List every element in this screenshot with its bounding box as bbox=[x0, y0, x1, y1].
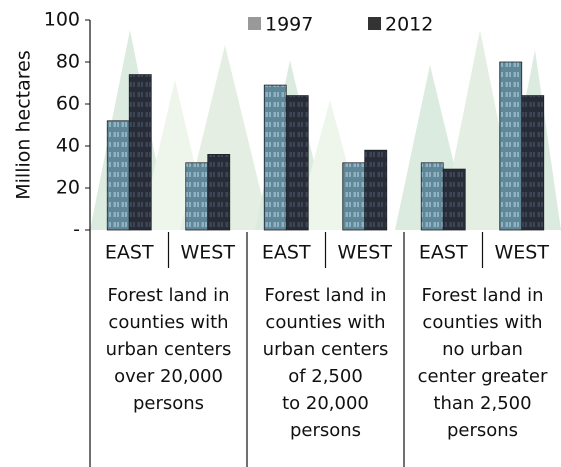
bar bbox=[207, 153, 231, 231]
group-label: Forest land in counties with urban cente… bbox=[262, 285, 389, 441]
y-tick-label: - bbox=[73, 219, 80, 241]
x-tick-label: EAST bbox=[105, 242, 154, 264]
background-trees bbox=[90, 30, 561, 230]
y-tick-label: 60 bbox=[56, 93, 80, 115]
x-tick-label: WEST bbox=[495, 242, 550, 264]
y-tick-label: 100 bbox=[44, 9, 80, 31]
bar bbox=[128, 74, 152, 231]
bar bbox=[342, 162, 366, 231]
bar bbox=[364, 149, 388, 231]
bar bbox=[499, 61, 523, 231]
x-tick-label: WEST bbox=[338, 242, 393, 264]
y-tick-label: 20 bbox=[56, 177, 80, 199]
legend-label: 1997 bbox=[265, 14, 313, 36]
y-axis-label: Million hectares bbox=[13, 50, 35, 199]
x-tick-label: EAST bbox=[419, 242, 468, 264]
group-label: Forest land in counties with no urban ce… bbox=[417, 285, 548, 441]
x-tick-label: WEST bbox=[181, 242, 236, 264]
y-tick-label: 40 bbox=[56, 135, 80, 157]
bar bbox=[420, 162, 444, 231]
bar bbox=[185, 162, 209, 231]
bar bbox=[285, 95, 309, 231]
bar bbox=[521, 95, 545, 231]
bar bbox=[263, 84, 287, 231]
legend-swatch bbox=[368, 17, 381, 30]
legend-swatch bbox=[248, 17, 261, 30]
group-label: Forest land in counties with urban cente… bbox=[105, 285, 232, 414]
bar bbox=[442, 168, 466, 231]
bar bbox=[106, 120, 130, 231]
y-tick-label: 80 bbox=[56, 51, 80, 73]
x-tick-label: EAST bbox=[262, 242, 311, 264]
legend-label: 2012 bbox=[385, 14, 433, 36]
